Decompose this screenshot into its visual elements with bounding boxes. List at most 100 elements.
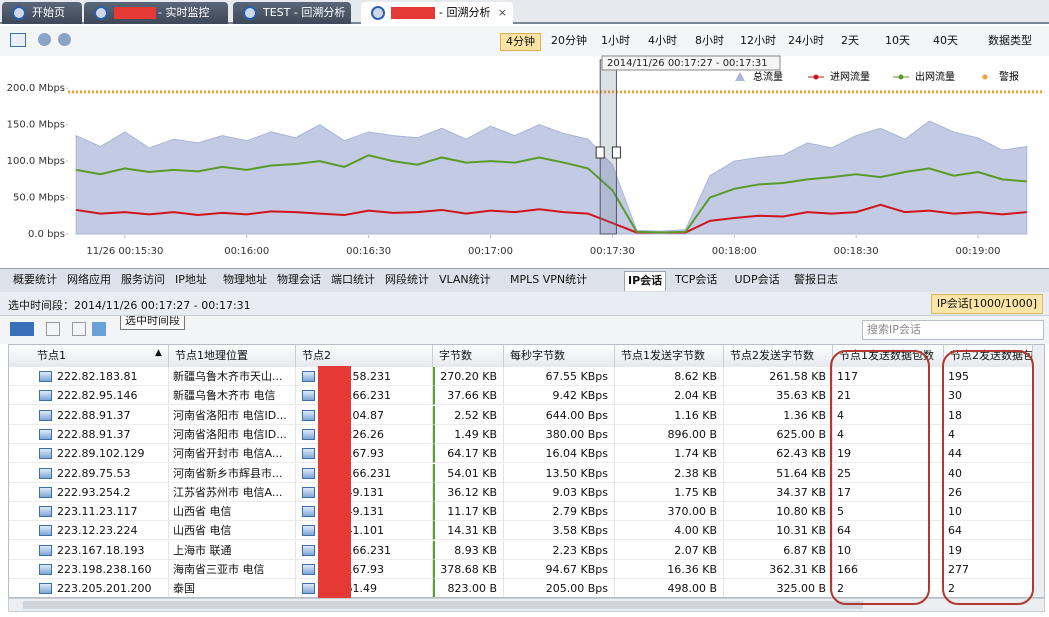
tab[interactable]: 开始页 xyxy=(2,2,82,24)
table-cell[interactable]: 10.80 KB xyxy=(724,502,833,522)
table-cell[interactable]: 9.42 KBps xyxy=(504,386,615,406)
view-tab[interactable]: IP会话 xyxy=(624,271,667,291)
table-cell[interactable]: 1.49 KB xyxy=(433,424,504,444)
next-button[interactable] xyxy=(58,33,71,46)
table-cell[interactable]: 54.01 KB xyxy=(433,463,504,483)
table-cell[interactable]: 2.04 KB xyxy=(615,386,724,406)
table-cell[interactable]: .158.231 xyxy=(296,367,433,386)
table-cell[interactable]: 380.00 Bps xyxy=(504,424,615,444)
table-cell[interactable]: 896.00 B xyxy=(615,424,724,444)
table-cell[interactable]: 2.23 KBps xyxy=(504,540,615,560)
table-cell[interactable]: 泰国 xyxy=(169,579,296,597)
top-button[interactable] xyxy=(10,322,34,336)
table-cell[interactable]: 河南省开封市 电信A... xyxy=(169,444,296,464)
table-cell[interactable]: 1.75 KB xyxy=(615,482,724,502)
tab[interactable]: TEST - 回溯分析 xyxy=(233,2,351,24)
table-cell[interactable]: 新疆乌鲁木齐市天山... xyxy=(169,367,296,386)
table-cell[interactable]: 16.04 KBps xyxy=(504,444,615,464)
prev-button[interactable] xyxy=(38,33,51,46)
table-cell[interactable]: 270.20 KB xyxy=(433,367,504,386)
tab[interactable]: - 回溯分析 × xyxy=(361,2,513,24)
table-cell[interactable]: .49.131 xyxy=(296,482,433,502)
table-cell[interactable]: 江苏省苏州市 电信A... xyxy=(169,482,296,502)
column-header[interactable]: 字节数 xyxy=(433,345,504,367)
h-scrollbar[interactable] xyxy=(8,598,1045,612)
table-cell[interactable]: 河南省洛阳市 电信ID... xyxy=(169,424,296,444)
table-cell[interactable]: 222.89.102.129 xyxy=(9,444,169,464)
range-button[interactable]: 12小时 xyxy=(740,34,776,47)
table-cell[interactable]: 34.37 KB xyxy=(724,482,833,502)
range-button[interactable]: 8小时 xyxy=(695,34,724,47)
calendar-icon[interactable] xyxy=(10,33,26,47)
range-button[interactable]: 4小时 xyxy=(648,34,677,47)
view-tab[interactable]: 物理会话 xyxy=(277,273,321,286)
table-cell[interactable]: 1.74 KB xyxy=(615,444,724,464)
table-cell[interactable]: 2.07 KB xyxy=(615,540,724,560)
column-header[interactable]: 节点2发送字节数 xyxy=(724,345,833,367)
table-cell[interactable]: 山西省 电信 xyxy=(169,521,296,541)
table-cell[interactable]: 223.12.23.224 xyxy=(9,521,169,541)
table-cell[interactable]: 1.16 KB xyxy=(615,405,724,425)
table-cell[interactable]: 2.38 KB xyxy=(615,463,724,483)
view-tab[interactable]: 服务访问 xyxy=(121,273,165,286)
table-cell[interactable]: 222.82.183.81 xyxy=(9,367,169,386)
table-cell[interactable]: .166.231 xyxy=(296,386,433,406)
table-cell[interactable]: 1.36 KB xyxy=(724,405,833,425)
table-cell[interactable]: 河南省洛阳市 电信ID... xyxy=(169,405,296,425)
table-cell[interactable]: .41.101 xyxy=(296,521,433,541)
table-cell[interactable]: 2.79 KBps xyxy=(504,502,615,522)
view-tab[interactable]: TCP会话 xyxy=(675,273,718,286)
view-tab[interactable]: 网络应用 xyxy=(67,273,111,286)
table-cell[interactable]: 11.17 KB xyxy=(433,502,504,522)
table-cell[interactable]: 9.03 KBps xyxy=(504,482,615,502)
view-tab[interactable]: 物理地址 xyxy=(223,273,267,286)
table-cell[interactable]: 14.31 KB xyxy=(433,521,504,541)
table-cell[interactable]: 362.31 KB xyxy=(724,560,833,579)
column-header[interactable]: 节点1发送字节数 xyxy=(615,345,724,367)
table-cell[interactable]: 16.36 KB xyxy=(615,560,724,579)
table-cell[interactable]: .167.93 xyxy=(296,444,433,464)
tree-button[interactable] xyxy=(92,322,106,336)
table-cell[interactable]: 261.58 KB xyxy=(724,367,833,386)
column-header[interactable]: 节点1 xyxy=(9,345,169,367)
table-cell[interactable]: 51.64 KB xyxy=(724,463,833,483)
table-cell[interactable]: 8.93 KB xyxy=(433,540,504,560)
table-cell[interactable]: 新疆乌鲁木齐市 电信 xyxy=(169,386,296,406)
table-cell[interactable]: 6.87 KB xyxy=(724,540,833,560)
table-cell[interactable]: 222.93.254.2 xyxy=(9,482,169,502)
range-button[interactable]: 2天 xyxy=(841,34,859,47)
table-cell[interactable]: 222.82.95.146 xyxy=(9,386,169,406)
table-cell[interactable]: 222.88.91.37 xyxy=(9,405,169,425)
table-cell[interactable]: 8.62 KB xyxy=(615,367,724,386)
table-cell[interactable]: 35.63 KB xyxy=(724,386,833,406)
table-cell[interactable]: 325.00 B xyxy=(724,579,833,597)
table-cell[interactable]: 205.00 Bps xyxy=(504,579,615,597)
range-button[interactable]: 4分钟 xyxy=(500,33,541,51)
table-cell[interactable]: 10.31 KB xyxy=(724,521,833,541)
column-header[interactable]: 节点1地理位置 xyxy=(169,345,296,367)
table-cell[interactable]: 海南省三亚市 电信 xyxy=(169,560,296,579)
table-cell[interactable]: .166.231 xyxy=(296,540,433,560)
column-header[interactable]: 节点2 xyxy=(296,345,433,367)
range-button[interactable]: 10天 xyxy=(885,34,910,47)
range-button[interactable]: 20分钟 xyxy=(551,34,587,47)
table-cell[interactable]: 378.68 KB xyxy=(433,560,504,579)
table-cell[interactable]: 64.17 KB xyxy=(433,444,504,464)
table-cell[interactable]: 644.00 Bps xyxy=(504,405,615,425)
table-cell[interactable]: 222.88.91.37 xyxy=(9,424,169,444)
table-cell[interactable]: 河南省新乡市辉县市... xyxy=(169,463,296,483)
table-cell[interactable]: 823.00 B xyxy=(433,579,504,597)
view-tab[interactable]: MPLS VPN统计 xyxy=(510,273,588,286)
table-cell[interactable]: 山西省 电信 xyxy=(169,502,296,522)
range-button[interactable]: 24小时 xyxy=(788,34,824,47)
table-cell[interactable]: 223.167.18.193 xyxy=(9,540,169,560)
table-cell[interactable]: .167.93 xyxy=(296,560,433,579)
column-header[interactable]: 每秒字节数 xyxy=(504,345,615,367)
table-cell[interactable]: 370.00 B xyxy=(615,502,724,522)
table-cell[interactable]: 13.50 KBps xyxy=(504,463,615,483)
table-cell[interactable]: .49.131 xyxy=(296,502,433,522)
table-cell[interactable]: 94.67 KBps xyxy=(504,560,615,579)
table-cell[interactable]: 223.198.238.160 xyxy=(9,560,169,579)
table-cell[interactable]: 498.00 B xyxy=(615,579,724,597)
view-tab[interactable]: 概要统计 xyxy=(13,273,57,286)
